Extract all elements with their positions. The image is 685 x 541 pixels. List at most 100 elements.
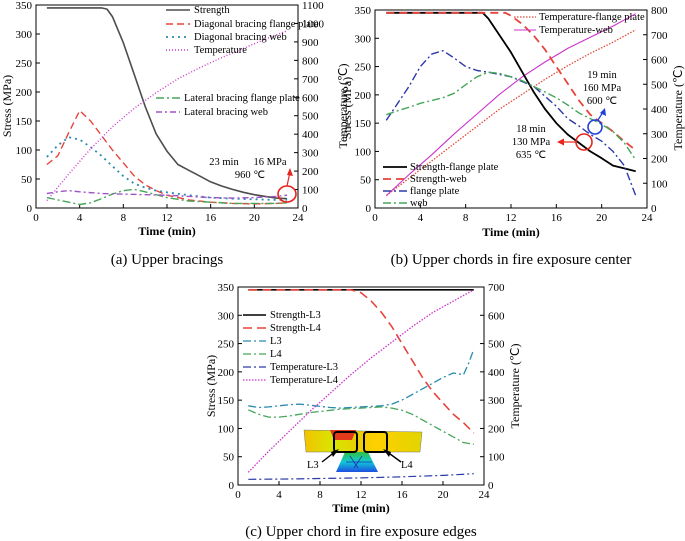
y2-tick-label: 400: [302, 129, 319, 141]
y2-tick-label: 700: [302, 74, 319, 86]
y2-tick-label: 0: [651, 203, 657, 215]
inset-box-l4: [363, 431, 388, 453]
annotation-stress: 16 MPa: [254, 157, 287, 168]
y2-tick-label: 100: [651, 178, 668, 190]
series-l4: [248, 406, 474, 445]
curves: [385, 11, 637, 197]
legend-label-temp-flange: Temperature-flange plate: [539, 12, 645, 23]
y-tick-label: 0: [229, 480, 235, 492]
x-tick-label: 16: [205, 212, 217, 224]
y2-tick-label: 100: [488, 452, 505, 464]
legend-label-lateral-web: Lateral bracing web: [184, 107, 268, 118]
y-tick-label: 150: [16, 116, 33, 128]
y2-tick-label: 0: [302, 203, 308, 215]
panel-upper-chords-center: 0 4 8 12 16 20 2405010015020025030035001002003…: [340, 5, 685, 268]
y2-axis-label: Temperature (℃): [336, 64, 350, 149]
panel-caption: (b) Upper chords in fire exposure center: [391, 252, 632, 268]
x-tick-label: 16: [397, 489, 409, 501]
y-axis-label: Stress (MPa): [204, 355, 218, 417]
x-ticks: 0 4 8 12 16 20 2405010015020025030035001002003…: [355, 5, 669, 224]
x-ticks: 0 4 8 12 16 20 2405010015020025030035001002003…: [16, 0, 325, 224]
annotation: 23 min 16 MPa 960 ℃: [209, 157, 297, 203]
series-strength-flange-plate: [386, 11, 636, 173]
y2-tick-label: 200: [302, 166, 319, 178]
legend-label-web: web: [410, 198, 428, 209]
inset-fe-model: L3 L4: [303, 429, 423, 472]
x-tick-label: 4: [276, 489, 282, 501]
inset-arrowhead-l3: [331, 449, 339, 457]
annotation-arrowhead: [557, 138, 564, 146]
panel-caption: (c) Upper chord in fire exposure edges: [245, 524, 477, 540]
legend-label-flange-plate: flange plate: [410, 186, 460, 197]
y-tick-label: 200: [16, 87, 33, 99]
y2-tick-label: 200: [488, 423, 505, 435]
y-tick-label: 0: [366, 203, 372, 215]
series-diagonal-bracing-web: [46, 136, 288, 201]
annotation-time: 23 min: [209, 157, 239, 168]
x-tick-label: 12: [506, 212, 517, 224]
series-strength-l4: [248, 288, 475, 434]
x-ticks: 0 4 8 12 16 20 2405010015020025030035001002003…: [218, 282, 506, 501]
annotation-web: 19 min 160 MPa 600 ℃: [583, 70, 621, 135]
y2-axis-label: Temperature (℃): [508, 344, 522, 429]
x-tick-label: 0: [235, 489, 241, 501]
series-flange-plate: [385, 50, 637, 196]
y2-tick-label: 1100: [302, 0, 324, 12]
y-tick-label: 150: [355, 118, 372, 130]
y2-tick-label: 0: [488, 480, 494, 492]
curves: [46, 7, 288, 206]
series-strength-web: [386, 11, 637, 152]
legend-temperature: Temperature-flange plate Temperature-web: [514, 12, 645, 36]
y2-tick-label: 300: [302, 148, 319, 160]
y-tick-label: 0: [27, 203, 33, 215]
y-tick-label: 350: [355, 5, 372, 17]
y-tick-label: 250: [16, 58, 33, 70]
legend-label-strength: Strength: [194, 5, 230, 16]
x-tick-label: 8: [463, 212, 469, 224]
y2-tick-label: 700: [488, 282, 505, 294]
y-tick-label: 250: [218, 339, 235, 351]
legend-label-diagonal-flange: Diagonal bracing flange plate: [194, 19, 319, 30]
y-axis-label: Stress (MPa): [340, 77, 354, 139]
x-tick-label: 24: [642, 212, 654, 224]
y-tick-label: 100: [16, 145, 33, 157]
series-diagonal-bracing-flange-plate: [46, 109, 288, 205]
curves: [247, 288, 475, 480]
series-temperature-web: [385, 13, 636, 197]
legend-label-temp-l3: Temperature-L3: [270, 362, 338, 373]
y2-tick-label: 700: [651, 30, 668, 42]
y-tick-label: 200: [218, 367, 235, 379]
annotation-time: 18 min: [516, 124, 546, 135]
x-tick-label: 12: [356, 489, 367, 501]
x-tick-label: 20: [596, 212, 608, 224]
series-temperature-flange-plate: [385, 29, 637, 197]
y-axis-label: Stress (MPa): [0, 75, 14, 137]
panel-caption: (a) Upper bracings: [111, 252, 224, 268]
annotation-temperature: 600 ℃: [587, 96, 617, 107]
y-tick-label: 100: [218, 423, 235, 435]
y2-tick-label: 300: [651, 129, 668, 141]
y2-tick-label: 100: [302, 185, 319, 197]
legend-label-strength-flange: Strength-flange plate: [410, 162, 499, 173]
legend-label-lateral-flange: Lateral bracing flange plate: [184, 93, 300, 104]
y2-axis-label: Temperature (℃): [671, 66, 685, 151]
y-tick-label: 300: [16, 29, 33, 41]
legend-label-l4: L4: [270, 349, 282, 360]
y-tick-label: 250: [355, 62, 372, 74]
y2-tick-label: 500: [651, 79, 668, 91]
annotation-flange: 18 min 130 MPa 635 ℃: [512, 124, 593, 161]
annotation-stress: 130 MPa: [512, 137, 551, 148]
y2-tick-label: 500: [488, 339, 505, 351]
inset-box-l3: [333, 431, 358, 453]
legend-label-temp-web: Temperature-web: [539, 25, 613, 36]
y2-tick-label: 500: [302, 111, 319, 123]
legend-stress: Strength-flange plate Strength-web flang…: [383, 162, 499, 209]
y-tick-label: 100: [355, 146, 372, 158]
y2-tick-label: 800: [302, 55, 319, 67]
x-axis-label: Time (min): [138, 224, 195, 238]
x-tick-label: 20: [438, 489, 450, 501]
x-tick-label: 0: [372, 212, 378, 224]
inset-arrowhead-l4: [383, 449, 391, 457]
y-tick-label: 300: [355, 33, 372, 45]
